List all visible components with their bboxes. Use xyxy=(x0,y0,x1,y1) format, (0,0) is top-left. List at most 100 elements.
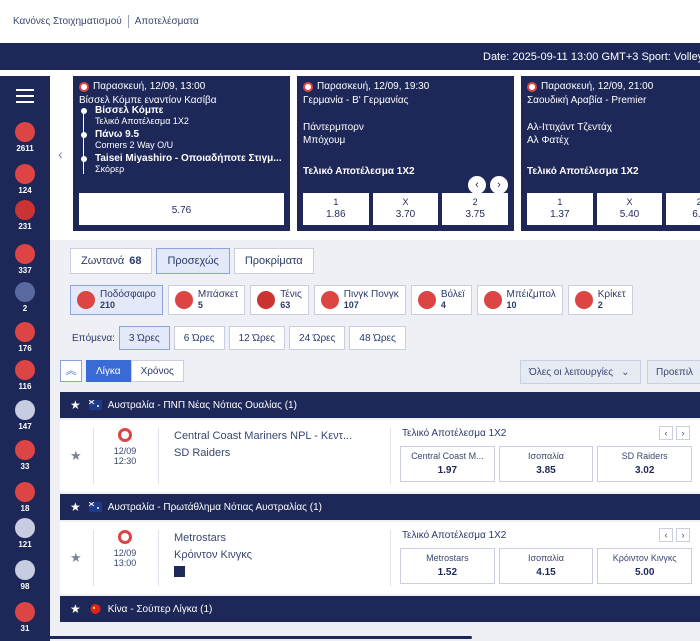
sport-name: Μπάσκετ xyxy=(197,289,239,300)
odds-button[interactable]: X 3.70 xyxy=(372,193,439,225)
sport-filter-item[interactable]: Μπάσκετ 5 xyxy=(167,285,246,315)
league-header[interactable]: ★ Αυστραλία - ΠΝΠ Νέας Νότιας Ουαλίας (1… xyxy=(60,392,700,418)
sport-filter-item[interactable]: Πινγκ Πονγκ 107 xyxy=(313,285,406,315)
sidebar-item[interactable]: 147 xyxy=(0,400,50,431)
sidebar-item[interactable]: 2611 xyxy=(0,122,50,153)
sidebar-item[interactable]: 176 xyxy=(0,322,50,353)
sport-count: 2 xyxy=(597,300,603,310)
time-option[interactable]: 12 Ώρες xyxy=(228,326,286,350)
australia-flag-icon xyxy=(88,400,102,410)
featured-card[interactable]: Παρασκευή, 12/09, 19:30 Γερμανία - Β' Γε… xyxy=(297,76,514,231)
time-option[interactable]: 48 Ώρες xyxy=(349,326,406,350)
football-icon xyxy=(79,81,89,92)
dropdown-label: Όλες οι λειτουργίες xyxy=(529,366,614,378)
league-header[interactable]: ★ Κίνα - Σούπερ Λίγκα (1) xyxy=(60,596,700,622)
sidebar-item[interactable]: 231 xyxy=(0,200,50,231)
odds-button[interactable]: 5.76 xyxy=(79,193,284,225)
sidebar-item[interactable]: 18 xyxy=(0,482,50,513)
chevron-left-icon[interactable]: ‹ xyxy=(468,176,486,194)
chevron-left-icon[interactable]: ‹ xyxy=(659,426,673,440)
tab-live[interactable]: Ζωντανά 68 xyxy=(70,248,153,274)
time-option[interactable]: 24 Ώρες xyxy=(289,326,346,350)
odds-button[interactable]: 26.2 xyxy=(666,193,700,225)
menu-icon[interactable] xyxy=(16,89,34,107)
collapse-all-icon[interactable]: ︽ xyxy=(60,360,82,382)
sport-label: Μπάσκετ 5 xyxy=(198,289,238,311)
odds-value: 1.37 xyxy=(550,209,570,220)
match-time: 12:30 xyxy=(113,456,137,466)
card-date: Παρασκευή, 12/09, 13:00 xyxy=(93,81,206,92)
odds-button[interactable]: 2 3.75 xyxy=(442,193,509,225)
sport-icon xyxy=(574,291,593,309)
odds-button[interactable]: 1 1.37 xyxy=(527,193,593,225)
default-dropdown[interactable]: Προεπιλ xyxy=(647,360,700,384)
sidebar-count: 98 xyxy=(20,582,30,591)
sport-name: Τένις xyxy=(280,289,302,300)
sidebar-item[interactable]: 121 xyxy=(0,518,50,549)
sidebar-item[interactable]: 337 xyxy=(0,244,50,275)
featured-card[interactable]: Παρασκευή, 12/09, 13:00 Βίσσελ Κόμπε ενα… xyxy=(73,76,290,231)
chevron-right-icon[interactable]: › xyxy=(490,176,508,194)
darts-icon xyxy=(15,602,35,622)
betting-rules-link[interactable]: Κανόνες Στοιχηματισμού xyxy=(13,15,122,27)
chevron-left-icon[interactable]: ‹ xyxy=(659,528,673,542)
odds-button[interactable]: 1 1.86 xyxy=(303,193,369,225)
star-icon[interactable]: ★ xyxy=(70,602,81,616)
chevron-right-icon[interactable]: › xyxy=(676,426,690,440)
odds-label: SD Raiders xyxy=(621,451,668,461)
sport-filter-item[interactable]: Κρίκετ 2 xyxy=(567,285,633,315)
match-row[interactable]: ★ 12/09 13:00 Metrostars Κρόιντον Κινγκς … xyxy=(60,522,700,594)
time-option[interactable]: 6 Ώρες xyxy=(173,326,225,350)
sidebar-item[interactable]: 124 xyxy=(0,164,50,195)
sidebar-item[interactable]: 31 xyxy=(0,602,50,633)
featured-card[interactable]: Παρασκευή, 12/09, 21:00 Σαουδική Αραβία … xyxy=(521,76,700,231)
chevron-left-icon[interactable]: ‹ xyxy=(58,146,63,162)
sport-count: 107 xyxy=(343,300,359,310)
bet-selection: Βίσσελ Κόμπε xyxy=(95,105,164,116)
odds-value: 6.2 xyxy=(692,209,700,220)
chevron-right-icon[interactable]: › xyxy=(676,528,690,542)
football-icon xyxy=(118,428,132,442)
sidebar-item[interactable]: 116 xyxy=(0,360,50,391)
odds-label: Metrostars xyxy=(426,553,469,563)
odds-button[interactable]: Ισοπαλία 4.15 xyxy=(498,548,594,584)
sort-time-button[interactable]: Χρόνος xyxy=(130,360,184,382)
odds-button[interactable]: Ισοπαλία 3.85 xyxy=(498,446,594,482)
star-icon[interactable]: ★ xyxy=(70,550,82,565)
sidebar-count: 31 xyxy=(20,624,30,633)
sport-filter-item[interactable]: Βόλεϊ 4 xyxy=(410,285,472,315)
match-row[interactable]: ★ 12/09 12:30 Central Coast Mariners NPL … xyxy=(60,420,700,492)
bet-connector xyxy=(83,114,84,174)
odds-button[interactable]: X 5.40 xyxy=(596,193,663,225)
sidebar-item[interactable]: 2 xyxy=(0,282,50,313)
odds-button[interactable]: Κρόιντον Κινγκς 5.00 xyxy=(597,548,693,584)
horizontal-scrollbar[interactable] xyxy=(8,636,472,639)
odds-button[interactable]: Central Coast M... 1.97 xyxy=(400,446,495,482)
star-icon[interactable]: ★ xyxy=(70,448,82,463)
tab-outrights[interactable]: Προκρίματα xyxy=(233,248,314,274)
sport-filter-item[interactable]: Μπέιζμπολ 10 xyxy=(476,285,563,315)
functions-dropdown[interactable]: Όλες οι λειτουργίες ⌄ xyxy=(520,360,641,384)
sidebar-item[interactable]: 98 xyxy=(0,560,50,591)
sidebar-item[interactable]: 33 xyxy=(0,440,50,471)
league-name: Αυστραλία - Πρωτάθλημα Νότιας Αυστραλίας… xyxy=(107,501,322,513)
stats-icon[interactable] xyxy=(174,566,185,577)
table-tennis-icon xyxy=(15,244,35,264)
odds-button[interactable]: Metrostars 1.52 xyxy=(400,548,495,584)
sort-league-button[interactable]: Λίγκα xyxy=(86,360,131,382)
team-home: Πάντερμπορν xyxy=(303,122,364,133)
odds-value: 1.52 xyxy=(437,567,458,578)
cricket-icon xyxy=(15,482,35,502)
sport-filter-item[interactable]: Ποδόσφαιρο 210 xyxy=(70,285,163,315)
sport-name: Κρίκετ xyxy=(597,289,626,300)
odds-button[interactable]: SD Raiders 3.02 xyxy=(597,446,693,482)
tab-upcoming[interactable]: Προσεχώς xyxy=(156,248,230,274)
league-header[interactable]: ★ Αυστραλία - Πρωτάθλημα Νότιας Αυστραλί… xyxy=(60,494,700,520)
card-date: Παρασκευή, 12/09, 19:30 xyxy=(317,81,430,92)
sport-filter-item[interactable]: Τένις 63 xyxy=(250,285,309,315)
star-icon[interactable]: ★ xyxy=(70,500,81,514)
results-link[interactable]: Αποτελέσματα xyxy=(134,15,199,27)
star-icon[interactable]: ★ xyxy=(70,398,81,412)
time-option[interactable]: 3 Ώρες xyxy=(118,326,170,350)
card-title: Γερμανία - Β' Γερμανίας xyxy=(303,95,409,106)
